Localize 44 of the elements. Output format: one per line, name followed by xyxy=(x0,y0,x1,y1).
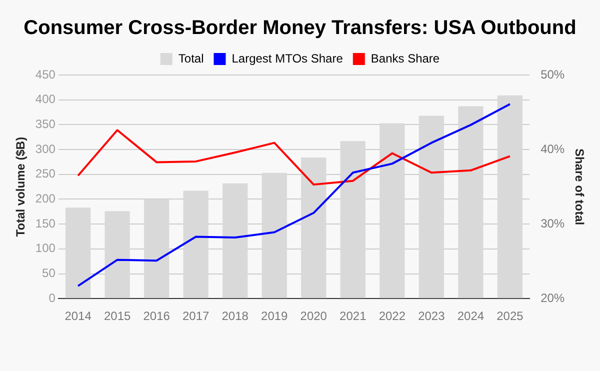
y-tick-label: 150 xyxy=(35,216,56,230)
legend-label: Total xyxy=(178,51,204,66)
bar xyxy=(340,141,366,298)
y-tick-label: 50 xyxy=(42,266,56,280)
y-tick-label: 100 xyxy=(35,241,56,256)
bar xyxy=(144,199,170,298)
y2-tick-label: 30% xyxy=(540,216,565,230)
y-tick-label: 250 xyxy=(35,166,56,181)
y2-tick-label: 40% xyxy=(540,142,565,156)
chart-title: Consumer Cross-Border Money Transfers: USA Outbound xyxy=(22,17,578,41)
x-tick-label: 2021 xyxy=(340,309,367,324)
bar xyxy=(183,190,208,298)
x-tick-label: 2019 xyxy=(261,309,288,324)
y-tick-label: 400 xyxy=(35,92,56,106)
y-tick-label: 350 xyxy=(35,117,56,131)
y-tick-label: 0 xyxy=(48,290,56,305)
bar xyxy=(65,208,91,298)
x-tick-label: 2022 xyxy=(378,309,406,324)
y2-tick-label: 50% xyxy=(540,67,565,82)
bar xyxy=(301,157,326,298)
x-tick-label: 2023 xyxy=(418,309,446,324)
bar xyxy=(380,123,405,298)
y-tick-label: 200 xyxy=(35,192,56,206)
bar xyxy=(458,106,484,298)
y2-tick-label: 20% xyxy=(540,290,565,305)
legend-label: Largest MTOs Share xyxy=(232,51,344,66)
y-tick-label: 450 xyxy=(35,67,56,82)
bar xyxy=(497,95,523,298)
x-tick-label: 2014 xyxy=(64,309,92,324)
x-tick-label: 2016 xyxy=(143,309,170,324)
y-axis-title: Total volume ($B) xyxy=(14,136,28,237)
y2-axis-title: Share of total xyxy=(572,148,586,226)
bar xyxy=(222,183,248,298)
legend-label: Banks Share xyxy=(370,51,440,66)
x-tick-label: 2015 xyxy=(104,309,131,324)
bar xyxy=(262,172,287,298)
x-tick-label: 2018 xyxy=(222,309,249,324)
bar xyxy=(418,116,444,298)
bar xyxy=(104,211,130,298)
x-tick-label: 2020 xyxy=(300,309,328,324)
x-tick-label: 2017 xyxy=(182,309,210,324)
y-tick-label: 300 xyxy=(35,142,56,156)
x-tick-label: 2024 xyxy=(457,309,484,324)
x-tick-label: 2025 xyxy=(496,309,524,324)
